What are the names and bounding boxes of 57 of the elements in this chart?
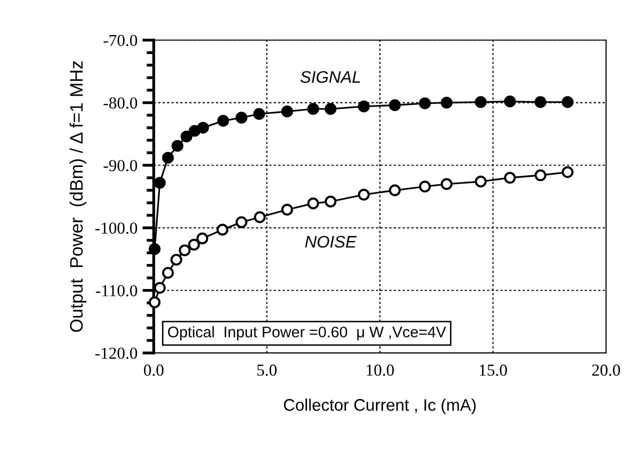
- y-axis-title: Output Power (dBm) / Δ f=1 MHz: [70, 61, 86, 332]
- point: [324, 103, 336, 115]
- series-label: NOISE: [305, 236, 357, 248]
- point: [188, 238, 200, 251]
- point: [534, 96, 546, 108]
- series-label: SIGNAL: [300, 71, 360, 83]
- point: [324, 196, 336, 208]
- point: [534, 169, 546, 182]
- point: [281, 106, 294, 118]
- point: [170, 254, 182, 266]
- y-tick-label: -70.0: [104, 34, 138, 46]
- y-tick-label: -120.0: [95, 348, 138, 359]
- point: [253, 108, 266, 120]
- point: [154, 176, 166, 189]
- point: [440, 96, 453, 109]
- point: [388, 184, 401, 196]
- point: [388, 99, 401, 112]
- x-tick-label: 20.0: [592, 364, 620, 376]
- point: [307, 198, 320, 210]
- point: [562, 96, 574, 108]
- point: [418, 97, 431, 110]
- point: [162, 266, 174, 279]
- point: [254, 211, 266, 224]
- point: [307, 103, 320, 115]
- point: [474, 96, 487, 108]
- point: [418, 180, 431, 192]
- x-tick-label: 5.0: [257, 364, 277, 376]
- x-axis-title: Collector Current , Ic (mA): [284, 398, 476, 414]
- point: [148, 243, 161, 255]
- x-tick-label: 0.0: [144, 364, 164, 376]
- point: [358, 100, 370, 112]
- x-tick-label: 10.0: [366, 364, 394, 376]
- point: [440, 178, 453, 190]
- point: [562, 166, 574, 178]
- point: [172, 140, 184, 152]
- y-tick-label: -110.0: [96, 285, 138, 296]
- point: [216, 224, 228, 236]
- point: [236, 112, 248, 124]
- point: [154, 282, 166, 294]
- point: [358, 188, 370, 201]
- point: [474, 176, 487, 188]
- point: [178, 244, 191, 256]
- point: [162, 152, 174, 164]
- point: [217, 114, 230, 127]
- point: [196, 232, 208, 244]
- y-tick-label: -100.0: [95, 222, 138, 234]
- y-tick-label: -80.0: [104, 97, 138, 109]
- annotation: Optical Input Power =0.60 μ W ,Vce=4V: [168, 326, 446, 340]
- point: [504, 172, 516, 184]
- point: [281, 204, 294, 216]
- y-tick-label: -90.0: [104, 160, 138, 172]
- x-tick-label: 15.0: [480, 364, 507, 376]
- point: [180, 130, 192, 142]
- point: [504, 96, 516, 108]
- point: [148, 296, 161, 308]
- point: [236, 216, 248, 228]
- point: [197, 122, 209, 134]
